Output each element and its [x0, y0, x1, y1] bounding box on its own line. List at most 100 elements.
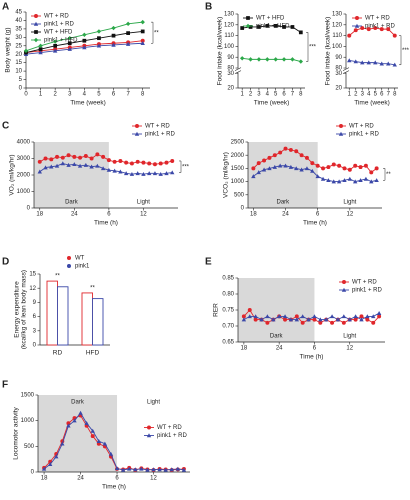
marker	[66, 162, 71, 167]
marker	[175, 466, 181, 471]
marker	[353, 28, 358, 33]
panel-label: C	[2, 121, 9, 132]
legend-marker	[135, 124, 139, 128]
marker	[241, 314, 246, 319]
marker	[299, 153, 304, 158]
marker	[373, 26, 378, 31]
marker	[347, 33, 352, 38]
panel-label: E	[205, 257, 212, 268]
y-tick-label: 130	[224, 12, 235, 18]
marker	[299, 167, 304, 172]
x-tick-label: 1	[39, 92, 43, 98]
marker	[102, 441, 108, 446]
marker	[82, 38, 87, 43]
marker	[145, 467, 150, 472]
x-tick-label: 24	[282, 212, 289, 218]
marker	[140, 29, 145, 34]
marker	[342, 166, 347, 171]
x-tick-label: 6	[380, 92, 384, 98]
marker	[248, 57, 253, 62]
marker	[261, 167, 267, 172]
marker	[240, 26, 245, 30]
marker	[139, 466, 144, 471]
marker	[359, 317, 364, 322]
marker	[54, 163, 60, 168]
marker	[111, 33, 116, 38]
region-label: Light	[343, 200, 356, 206]
legend-marker	[246, 16, 250, 20]
x-tick-label: 4	[367, 92, 371, 98]
marker	[312, 317, 317, 322]
marker	[43, 165, 48, 170]
marker	[369, 179, 374, 184]
marker	[126, 31, 130, 35]
marker	[371, 314, 376, 319]
bar	[57, 286, 69, 346]
marker	[170, 170, 175, 175]
y-tick-label: 120	[224, 22, 235, 28]
marker	[283, 317, 288, 322]
legend-label: WT + HFD	[44, 30, 73, 36]
marker	[294, 149, 299, 154]
marker	[111, 42, 116, 47]
x-tick-label: 12	[150, 476, 157, 482]
marker	[290, 57, 295, 62]
y-tick-label: 80	[335, 66, 342, 72]
marker	[282, 314, 288, 319]
legend-label: pink1 + RD	[145, 132, 176, 138]
y-tick-label: 0.70	[222, 324, 234, 330]
x-tick-label: 24	[276, 346, 283, 352]
marker	[169, 467, 174, 472]
x-tick-label: 18	[41, 476, 48, 482]
marker	[124, 160, 129, 165]
panel-label: D	[2, 257, 9, 268]
y-tick-label: 20	[335, 86, 342, 92]
x-axis-label: Time (week)	[70, 100, 106, 107]
x-tick-label: 3	[361, 92, 365, 98]
y-tick-label: 9	[33, 300, 37, 306]
marker	[320, 176, 326, 181]
y-tick-label: 0	[19, 86, 23, 92]
y-tick-label: 45	[15, 10, 22, 16]
marker	[294, 166, 299, 171]
x-tick-label: 12	[346, 212, 353, 218]
marker	[123, 171, 129, 176]
marker	[347, 167, 352, 172]
bar	[92, 298, 104, 346]
marker	[376, 311, 382, 315]
x-tick-label: 7	[291, 92, 295, 98]
x-tick-label: 1	[348, 92, 352, 98]
marker	[259, 317, 264, 322]
marker	[379, 61, 384, 66]
bar	[81, 292, 93, 346]
marker	[300, 320, 305, 325]
marker	[366, 27, 371, 32]
marker	[82, 45, 87, 50]
marker	[83, 162, 89, 167]
marker	[60, 161, 65, 166]
marker	[52, 39, 58, 44]
y-tick-label: 1000	[231, 179, 245, 185]
y-axis-label: (kcal/kg of lean body mass)	[21, 270, 28, 349]
marker	[253, 314, 258, 319]
marker	[37, 169, 42, 174]
marker	[294, 317, 299, 322]
marker	[158, 171, 163, 176]
marker	[360, 60, 365, 65]
marker	[272, 164, 277, 169]
y-tick-label: 30	[15, 35, 22, 41]
marker	[386, 61, 391, 66]
marker	[283, 163, 288, 168]
significance-bracket	[151, 21, 154, 44]
legend-marker	[134, 131, 140, 136]
marker	[283, 146, 288, 151]
legend-label: WT + RD	[352, 280, 377, 286]
marker	[141, 171, 146, 176]
marker	[273, 57, 278, 62]
marker	[298, 30, 303, 35]
legend-label: WT + RD	[157, 425, 182, 431]
y-axis-label: Food intake (kcal/week)	[325, 17, 332, 86]
marker	[306, 317, 311, 322]
marker	[371, 320, 376, 325]
y-axis-label: Food intake (kcal/week)	[217, 17, 224, 86]
